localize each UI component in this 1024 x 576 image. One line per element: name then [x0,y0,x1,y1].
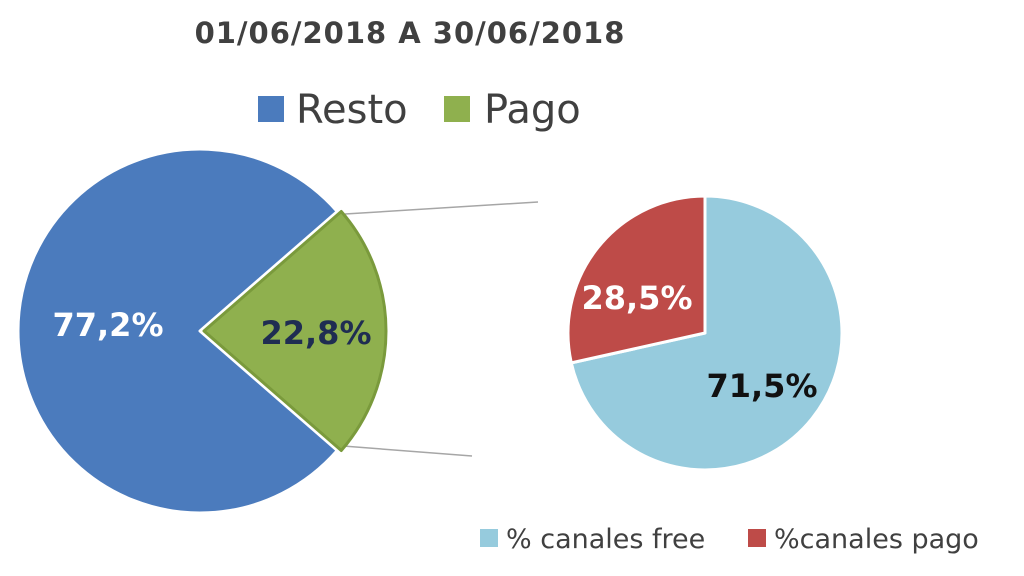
slice-canales-pago [566,194,707,365]
slice-pago [202,210,388,452]
data-label-canales-free: 71,5% [706,367,817,405]
legend-label-canales-free: % canales free [506,524,705,555]
sub-legend: % canales free %canales pago [480,524,979,555]
main-legend: Resto Pago [258,87,581,133]
legend-swatch-canales-pago [748,529,766,547]
data-label-canales-pago: 28,5% [581,279,692,317]
slice-resto [16,147,339,515]
connector-line-bottom [342,445,473,457]
legend-label-canales-pago: %canales pago [774,524,979,555]
chart-title: 01/06/2018 A 30/06/2018 [195,16,626,50]
legend-swatch-pago [444,96,470,122]
legend-swatch-resto [258,96,284,122]
sub-pie [566,194,844,472]
main-pie [16,147,388,515]
legend-swatch-canales-free [480,529,498,547]
data-label-pago: 22,8% [260,314,371,352]
legend-label-pago: Pago [484,87,581,133]
connector-line-top [344,201,539,215]
data-label-resto: 77,2% [52,306,163,344]
legend-label-resto: Resto [296,87,408,133]
slice-canales-free [569,194,844,472]
